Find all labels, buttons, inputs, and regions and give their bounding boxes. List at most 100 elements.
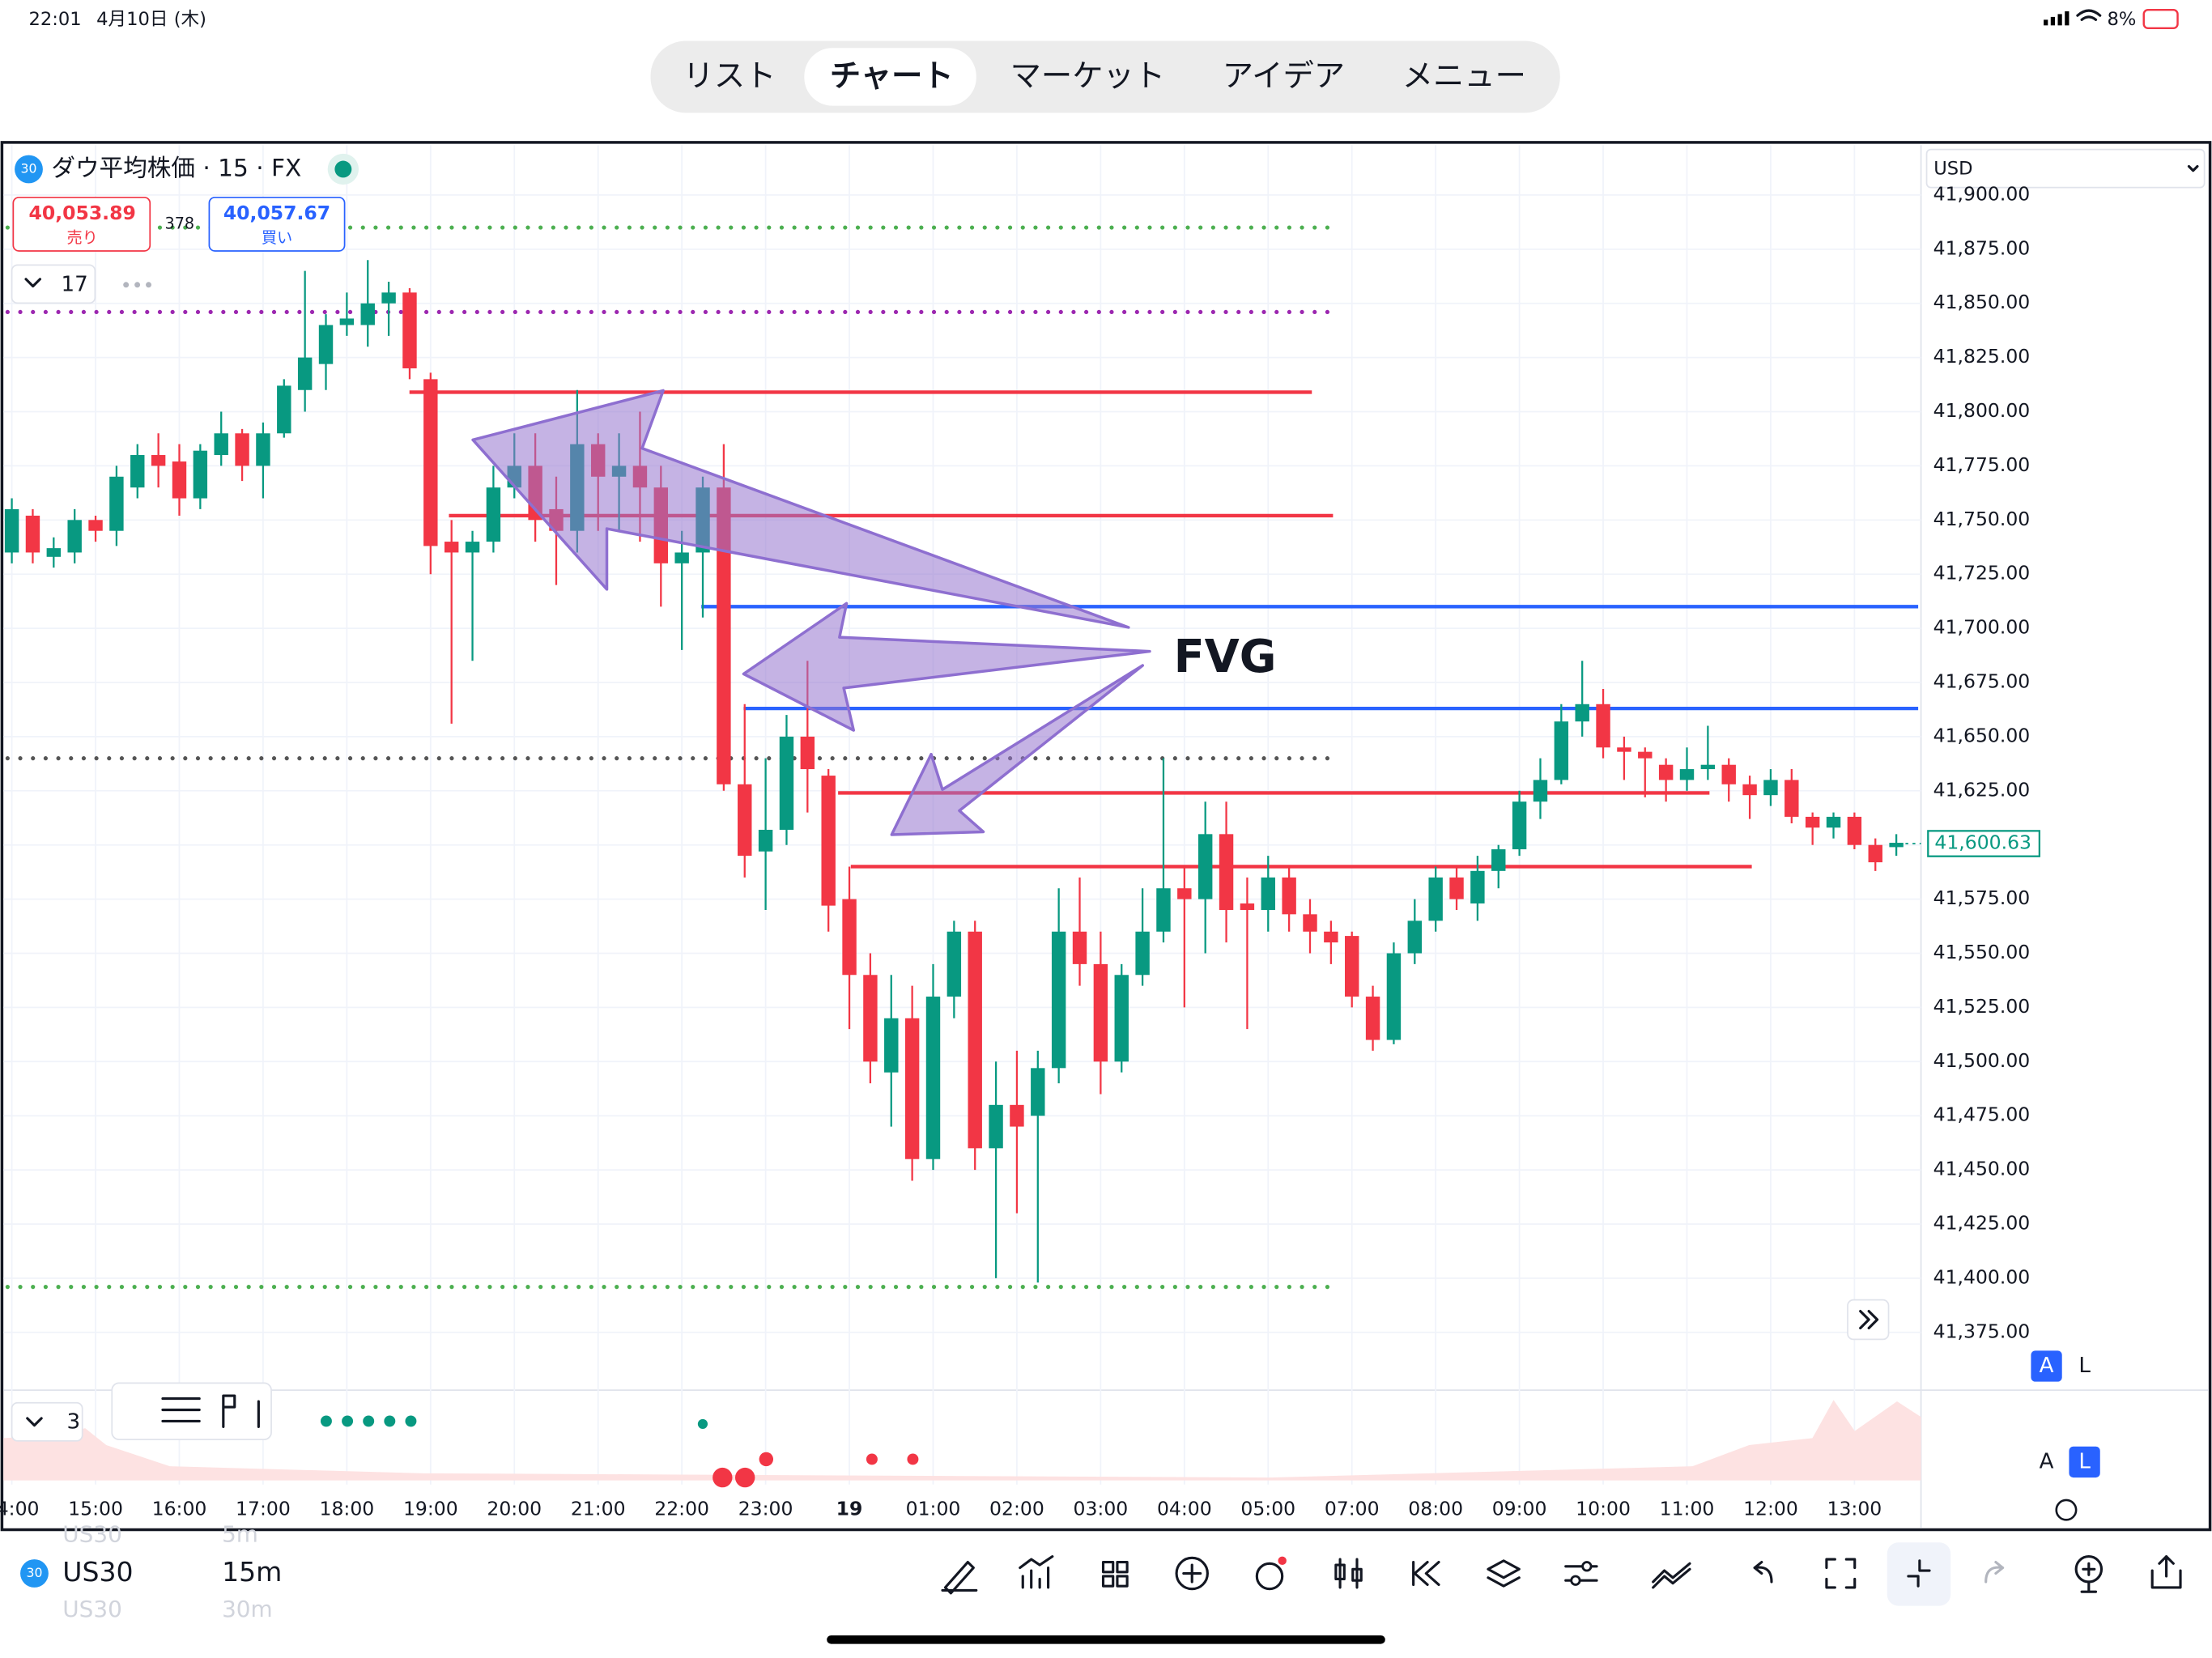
add-tool[interactable]	[1175, 1556, 1209, 1591]
indicators-toggle[interactable]	[11, 264, 96, 304]
crosshair-bg	[1887, 1542, 1951, 1606]
pane-log-label: L	[2078, 1449, 2091, 1473]
candle-body	[1512, 801, 1527, 850]
candle-body	[1324, 931, 1338, 943]
x-tick-label: 02:00	[989, 1498, 1044, 1520]
battery-icon	[2142, 8, 2179, 30]
share-tool[interactable]	[2150, 1555, 2182, 1589]
arrow	[890, 664, 1145, 836]
candle-body	[1805, 816, 1820, 828]
candle-body	[1554, 721, 1569, 780]
settings-button[interactable]	[2055, 1499, 2078, 1521]
candle-body	[67, 520, 82, 553]
x-tick-label: 15:00	[68, 1498, 123, 1520]
currency-select[interactable]	[1925, 148, 2206, 189]
candle-body	[235, 433, 249, 466]
candle-body	[1365, 997, 1380, 1040]
currency-label: USD	[1933, 158, 1972, 179]
pane-log-button[interactable]	[2069, 1446, 2100, 1478]
candle-body	[1010, 1104, 1024, 1127]
chart-type-tool[interactable]	[1334, 1558, 1363, 1589]
candle-body	[318, 325, 334, 364]
x-tick-label: 20:00	[487, 1498, 542, 1520]
pane-auto-label: A	[2040, 1449, 2054, 1473]
indicator-dots-red	[713, 1452, 919, 1488]
candle-body	[1240, 903, 1255, 910]
candle-body	[1345, 936, 1359, 997]
currency-chevron	[2187, 164, 2199, 172]
next-interval: 30m	[222, 1596, 273, 1622]
candle-body	[989, 1104, 1003, 1149]
x-tick-label: 03:00	[1074, 1498, 1129, 1520]
drawing-tools[interactable]	[161, 1394, 260, 1428]
tab-market[interactable]: マーケット	[1010, 57, 1166, 94]
candle-body	[1638, 751, 1653, 759]
layers-tool[interactable]	[1487, 1559, 1521, 1588]
candle-body	[946, 931, 962, 997]
y-tick-label: 41,750.00	[1933, 508, 2031, 530]
sell-label: 売り	[67, 228, 98, 247]
draw-tool[interactable]	[941, 1561, 978, 1595]
alert-tool[interactable]	[1255, 1562, 1284, 1591]
annotation-label: FVG	[1174, 631, 1277, 683]
x-tick-label: 19	[836, 1498, 863, 1520]
x-tick-label: 01:00	[906, 1498, 961, 1520]
x-tick-label: 21:00	[571, 1498, 626, 1520]
prev-interval: 5m	[222, 1520, 258, 1547]
y-tick-label: 41,775.00	[1933, 453, 2031, 476]
x-tick-label: 17:00	[236, 1498, 291, 1520]
sell-button[interactable]	[12, 196, 151, 252]
indicator-dots	[320, 1415, 708, 1430]
auto-scale-button[interactable]	[2031, 1350, 2062, 1382]
candle-body	[1721, 764, 1736, 784]
symbol[interactable]: US30	[62, 1556, 133, 1588]
tab-list[interactable]: リスト	[683, 57, 776, 94]
candle-body	[109, 476, 124, 531]
y-tick-label: 41,900.00	[1933, 182, 2031, 205]
candle-body	[214, 433, 228, 456]
tab-selected-bg	[804, 48, 976, 106]
candle-body	[193, 450, 208, 499]
candle-body	[1533, 780, 1548, 802]
chart-frame	[0, 141, 2212, 1532]
candle-body	[297, 357, 313, 390]
candle-body	[884, 1018, 899, 1073]
candle-body	[821, 776, 836, 906]
pane-toggle[interactable]	[11, 1401, 83, 1442]
crosshair-tool[interactable]	[1907, 1559, 1931, 1588]
x-tick-label: 14:00	[0, 1498, 39, 1520]
buy-button[interactable]	[208, 196, 346, 252]
compare-tool[interactable]	[1652, 1562, 1691, 1589]
pane-auto-button[interactable]	[2031, 1446, 2062, 1478]
arrow-drawings	[471, 389, 1151, 836]
replay-tool[interactable]	[1412, 1561, 1440, 1587]
bottom-toolbar	[941, 1542, 2182, 1606]
layout-tool[interactable]	[1101, 1561, 1129, 1588]
market-status-dot	[334, 160, 352, 178]
y-tick-label: 41,875.00	[1933, 236, 2031, 259]
fullscreen-tool[interactable]	[1825, 1558, 1857, 1589]
y-tick-label: 41,550.00	[1933, 941, 2031, 963]
tab-menu[interactable]: メニュー	[1402, 57, 1526, 94]
buy-label: 買い	[262, 228, 292, 247]
indicator-area	[3, 1400, 1921, 1481]
home-indicator	[827, 1635, 1385, 1644]
candle-body	[842, 899, 857, 976]
undo-tool[interactable]	[1753, 1561, 1773, 1584]
candle-body	[130, 455, 145, 488]
interval[interactable]: 15m	[222, 1556, 282, 1588]
signal-icon	[2044, 11, 2069, 26]
redo-tool[interactable]	[1984, 1561, 2005, 1584]
x-tick-label: 04:00	[1157, 1498, 1212, 1520]
indicators-tool[interactable]	[1019, 1555, 1054, 1589]
last-price-label: 41,600.63	[1934, 831, 2031, 854]
candle-body	[1219, 834, 1234, 910]
auto-scale-label: A	[2040, 1354, 2054, 1378]
candle-body	[1575, 704, 1589, 722]
y-tick-label: 41,425.00	[1933, 1212, 2031, 1235]
y-tick-label: 41,475.00	[1933, 1103, 2031, 1126]
tab-chart[interactable]: チャート	[830, 57, 954, 94]
log-scale-button[interactable]	[2069, 1350, 2100, 1382]
x-tick-label: 18:00	[320, 1498, 375, 1520]
tab-ideas[interactable]: アイデア	[1223, 57, 1345, 94]
